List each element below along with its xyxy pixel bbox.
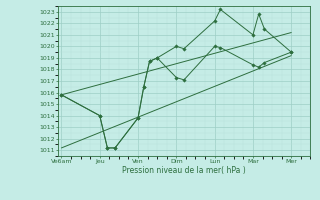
X-axis label: Pression niveau de la mer( hPa ): Pression niveau de la mer( hPa ): [122, 166, 246, 175]
